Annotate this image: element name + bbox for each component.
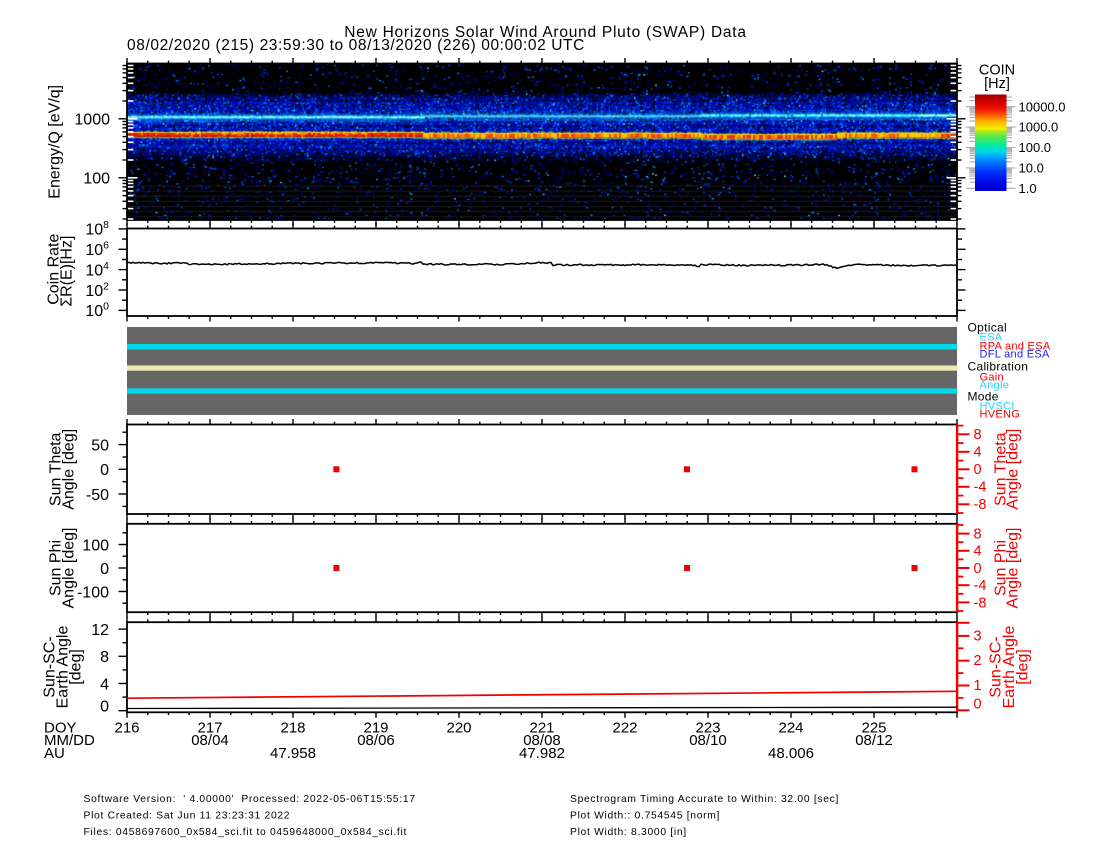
svg-text:-4: -4 xyxy=(974,480,987,496)
svg-text:Sun-SC-: Sun-SC- xyxy=(988,636,1005,697)
svg-text:47.982: 47.982 xyxy=(519,745,565,762)
svg-text:Files: 0458697600_0x584_sci.fi: Files: 0458697600_0x584_sci.fit to 04596… xyxy=(84,827,408,838)
svg-text:Gain: Gain xyxy=(980,371,1004,383)
svg-text:Earth Angle: Earth Angle xyxy=(55,626,72,709)
svg-text:106: 106 xyxy=(85,240,109,260)
svg-text:New Horizons Solar Wind Around: New Horizons Solar Wind Around Pluto (SW… xyxy=(344,24,746,41)
svg-text:1.0: 1.0 xyxy=(1019,181,1037,196)
svg-text:Earth Angle: Earth Angle xyxy=(1001,626,1018,709)
svg-text:218: 218 xyxy=(280,720,305,737)
svg-text:Sun Theta: Sun Theta xyxy=(993,432,1010,506)
svg-text:1: 1 xyxy=(974,678,982,694)
svg-text:08/12: 08/12 xyxy=(855,732,893,749)
svg-text:48.006: 48.006 xyxy=(768,745,814,762)
svg-text:-8: -8 xyxy=(974,497,987,513)
svg-text:221: 221 xyxy=(529,720,554,737)
svg-text:216: 216 xyxy=(114,720,139,737)
svg-text:10000.0: 10000.0 xyxy=(1019,99,1066,114)
svg-text:0: 0 xyxy=(974,696,982,712)
svg-text:1000: 1000 xyxy=(74,112,110,129)
svg-text:4: 4 xyxy=(974,445,982,461)
svg-text:COIN: COIN xyxy=(979,63,1015,79)
svg-text:Sun Theta: Sun Theta xyxy=(48,432,65,506)
svg-text:222: 222 xyxy=(612,720,637,737)
svg-text:8: 8 xyxy=(974,427,982,443)
svg-text:[deg]: [deg] xyxy=(68,649,85,685)
svg-text:HVSCI: HVSCI xyxy=(980,400,1015,412)
svg-text:1000.0: 1000.0 xyxy=(1019,120,1059,135)
svg-text:100: 100 xyxy=(83,171,110,188)
svg-text:DOY: DOY xyxy=(44,720,77,737)
svg-text:MM/DD: MM/DD xyxy=(44,732,95,749)
svg-text:ΣR(E)[Hz]: ΣR(E)[Hz] xyxy=(59,236,76,307)
svg-text:Plot Created: Sat Jun 11 23:23: Plot Created: Sat Jun 11 23:23:31 2022 xyxy=(84,810,291,821)
svg-text:100: 100 xyxy=(82,537,109,554)
svg-text:50: 50 xyxy=(91,437,109,454)
svg-text:12: 12 xyxy=(91,622,109,639)
svg-text:Spectrogram Timing Accurate to: Spectrogram Timing Accurate to Within: 3… xyxy=(570,794,839,805)
svg-text:108: 108 xyxy=(85,219,109,239)
svg-text:0: 0 xyxy=(100,699,109,716)
svg-text:219: 219 xyxy=(363,720,388,737)
svg-text:Angle [deg]: Angle [deg] xyxy=(61,429,78,510)
svg-text:Angle [deg]: Angle [deg] xyxy=(61,528,78,609)
svg-text:8: 8 xyxy=(100,649,109,666)
svg-text:4: 4 xyxy=(100,676,109,693)
svg-text:Software Version: ' 4.00000': Software Version: ' 4.00000' Processed: … xyxy=(84,794,416,805)
svg-text:224: 224 xyxy=(778,720,803,737)
svg-text:[Hz]: [Hz] xyxy=(984,76,1010,92)
svg-text:Angle [deg]: Angle [deg] xyxy=(1005,528,1022,609)
svg-text:104: 104 xyxy=(85,260,109,280)
svg-text:8: 8 xyxy=(974,527,982,543)
svg-text:-8: -8 xyxy=(974,595,987,611)
svg-text:0: 0 xyxy=(974,462,982,478)
svg-text:ESA: ESA xyxy=(980,331,1003,343)
svg-text:Coin Rate: Coin Rate xyxy=(46,234,63,305)
svg-text:-4: -4 xyxy=(974,578,987,594)
svg-text:Energy/Q [eV/q]: Energy/Q [eV/q] xyxy=(47,85,64,199)
svg-text:Mode: Mode xyxy=(968,389,999,403)
svg-text:0: 0 xyxy=(100,462,109,479)
svg-text:RPA and ESA: RPA and ESA xyxy=(980,341,1051,353)
svg-text:-100: -100 xyxy=(77,584,109,601)
svg-text:100.0: 100.0 xyxy=(1019,140,1052,155)
svg-text:100: 100 xyxy=(85,301,109,321)
svg-text:Sun-SC-: Sun-SC- xyxy=(42,636,59,697)
svg-text:08/08: 08/08 xyxy=(523,732,561,749)
svg-text:AU: AU xyxy=(44,745,65,762)
svg-text:08/06: 08/06 xyxy=(357,732,395,749)
svg-text:Plot Width: 8.3000 [in]: Plot Width: 8.3000 [in] xyxy=(570,827,687,838)
svg-text:0: 0 xyxy=(100,561,109,578)
svg-text:Angle: Angle xyxy=(980,379,1010,391)
svg-text:0: 0 xyxy=(974,561,982,577)
svg-text:223: 223 xyxy=(695,720,720,737)
svg-text:217: 217 xyxy=(197,720,222,737)
svg-text:2: 2 xyxy=(974,653,982,669)
svg-text:Optical: Optical xyxy=(968,321,1007,335)
svg-text:102: 102 xyxy=(85,280,109,300)
svg-text:3: 3 xyxy=(974,628,982,644)
svg-text:Calibration: Calibration xyxy=(968,360,1029,374)
svg-text:10.0: 10.0 xyxy=(1019,161,1044,176)
svg-text:-50: -50 xyxy=(86,487,109,504)
svg-text:220: 220 xyxy=(446,720,471,737)
svg-text:Plot Width:: 0.754545 [norm]: Plot Width:: 0.754545 [norm] xyxy=(570,810,720,821)
svg-text:08/04: 08/04 xyxy=(191,732,229,749)
svg-text:08/10: 08/10 xyxy=(689,732,727,749)
svg-text:Angle [deg]: Angle [deg] xyxy=(1005,429,1022,510)
svg-text:[deg]: [deg] xyxy=(1015,649,1032,685)
svg-text:Sun Phi: Sun Phi xyxy=(48,540,65,596)
svg-text:08/02/2020 (215) 23:59:30 to 0: 08/02/2020 (215) 23:59:30 to 08/13/2020 … xyxy=(127,37,585,54)
svg-text:DFL and ESA: DFL and ESA xyxy=(980,349,1051,361)
svg-text:HVENG: HVENG xyxy=(980,409,1021,421)
svg-text:225: 225 xyxy=(861,720,886,737)
svg-text:4: 4 xyxy=(974,544,982,560)
svg-text:Sun Phi: Sun Phi xyxy=(993,540,1010,596)
svg-text:47.958: 47.958 xyxy=(270,745,316,762)
